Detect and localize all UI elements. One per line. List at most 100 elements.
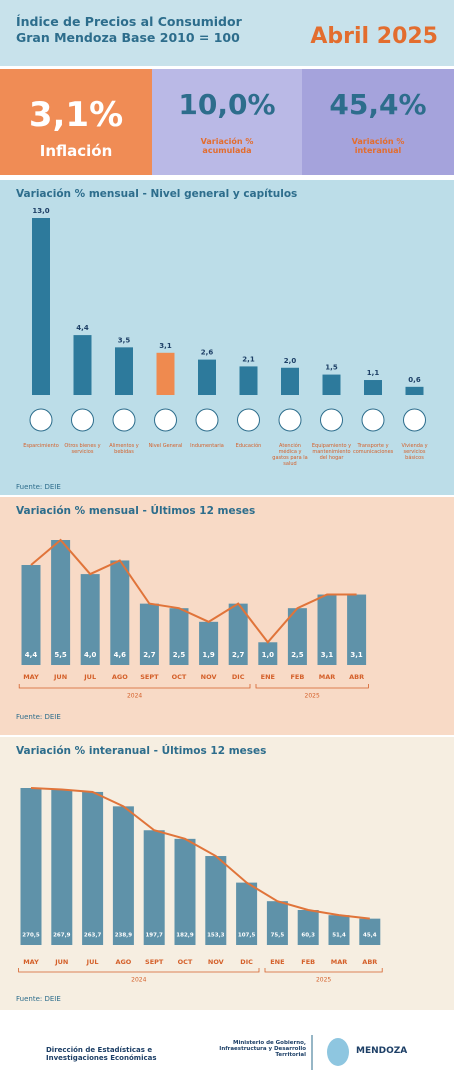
- x-tick-label: MAY: [23, 673, 39, 681]
- value-label: 153,3: [207, 933, 225, 939]
- category-icon: [71, 408, 94, 432]
- x-tick-label: AGO: [112, 673, 128, 681]
- category-label: Alimentos y bebidas: [109, 443, 139, 455]
- source: Fuente: DEIE: [16, 483, 61, 491]
- bar: [139, 603, 159, 665]
- value-label: 2,1: [242, 355, 255, 363]
- x-tick-label: MAR: [319, 673, 336, 681]
- x-tick-label: FEB: [301, 958, 315, 966]
- category-icon: [195, 408, 219, 432]
- category-label: Otros bienes y servicios: [64, 443, 101, 455]
- value-label: 4,6: [114, 651, 127, 659]
- value-label: 3,1: [350, 651, 363, 659]
- bar: [347, 594, 367, 665]
- value-label: 51,4: [332, 933, 346, 939]
- x-tick-label: SEPT: [145, 958, 164, 966]
- kpi-value: 45,4%: [329, 88, 427, 121]
- value-label: 2,6: [201, 349, 214, 357]
- bar: [199, 621, 219, 665]
- category-label: Equipamiento y mantenimiento del hogar: [311, 443, 352, 461]
- kpi-bg: [302, 69, 454, 175]
- x-tick-label: OCT: [178, 958, 193, 966]
- x-tick-label: MAY: [23, 958, 39, 966]
- bar: [82, 791, 104, 945]
- footer-office: Dirección de Estadísticas e Investigacio…: [46, 1046, 157, 1062]
- x-tick-label: FEB: [290, 673, 304, 681]
- section-bg: [0, 737, 454, 1010]
- year-bracket: [255, 684, 369, 689]
- value-label: 60,3: [301, 933, 315, 939]
- value-label: 267,9: [53, 933, 71, 939]
- bar: [115, 347, 133, 395]
- x-tick-label: OCT: [172, 673, 187, 681]
- value-label: 4,4: [25, 651, 38, 659]
- value-label: 1,5: [325, 364, 338, 372]
- source: Fuente: DEIE: [16, 713, 61, 721]
- bar: [228, 603, 248, 665]
- header-title: Índice de Precios al Consumidor Gran Mend…: [16, 14, 242, 46]
- category-label: Educación: [235, 443, 262, 449]
- bar: [297, 910, 319, 945]
- x-tick-label: DIC: [240, 958, 253, 966]
- x-tick-label: SEPT: [140, 673, 159, 681]
- bar: [198, 359, 216, 395]
- year-label: 2024: [131, 977, 146, 984]
- year-bracket: [18, 684, 251, 689]
- value-label: 3,5: [118, 336, 131, 344]
- value-label: 5,5: [54, 651, 67, 659]
- bar: [236, 882, 258, 945]
- value-label: 2,5: [291, 651, 304, 659]
- chart-title: Variación % interanual - Últimos 12 mese…: [16, 745, 267, 757]
- title-line: Índice de Precios al Consumidor: [16, 14, 242, 29]
- value-label: 182,9: [176, 933, 194, 939]
- category-label: Indumentaria: [190, 443, 224, 449]
- x-tick-label: ENE: [270, 958, 284, 966]
- trend-line: [30, 787, 370, 920]
- value-label: 4,4: [76, 324, 89, 332]
- kpi-value: 3,1%: [28, 95, 124, 135]
- title-line: Gran Mendoza Base 2010 = 100: [16, 30, 240, 45]
- category-icon: [29, 408, 53, 432]
- bar: [322, 374, 341, 395]
- value-label: 2,5: [173, 651, 186, 659]
- year-label: 2025: [305, 693, 320, 700]
- x-tick-label: ABR: [362, 958, 377, 966]
- x-tick-label: ENE: [261, 673, 275, 681]
- value-label: 1,9: [202, 651, 215, 659]
- kpi-label: Variación % interanual: [351, 137, 405, 155]
- source: Fuente: DEIE: [16, 995, 61, 1003]
- x-tick-label: DIC: [232, 673, 245, 681]
- category-label: Esparcimiento: [23, 443, 59, 449]
- bar: [174, 838, 196, 945]
- bar: [80, 574, 100, 665]
- value-label: 1,0: [262, 651, 275, 659]
- value-label: 4,0: [84, 651, 97, 659]
- x-tick-label: ABR: [349, 673, 364, 681]
- x-tick-label: JUL: [86, 958, 99, 966]
- x-tick-label: JUL: [83, 673, 96, 681]
- value-label: 263,7: [84, 933, 102, 939]
- bar: [156, 352, 175, 395]
- category-icon: [237, 408, 260, 432]
- value-label: 0,6: [408, 376, 421, 384]
- chart-title: Variación % mensual - Últimos 12 meses: [16, 505, 256, 517]
- year-label: 2025: [316, 977, 331, 984]
- bar: [287, 608, 307, 665]
- category-label: Atención médica y gastos para la salud: [272, 443, 308, 467]
- kpi-bg: [152, 69, 302, 175]
- bar: [20, 788, 42, 945]
- bar: [143, 830, 165, 945]
- bar: [364, 380, 382, 395]
- value-label: 45,4: [363, 933, 377, 939]
- header-bg: [0, 0, 454, 66]
- bar: [73, 335, 92, 395]
- x-tick-label: NOV: [208, 958, 224, 966]
- bar: [110, 560, 130, 665]
- bar: [169, 608, 189, 665]
- category-icon: [112, 408, 136, 432]
- value-label: 1,1: [367, 369, 380, 377]
- bar: [281, 367, 299, 395]
- kpi-label: Inflación: [39, 142, 113, 160]
